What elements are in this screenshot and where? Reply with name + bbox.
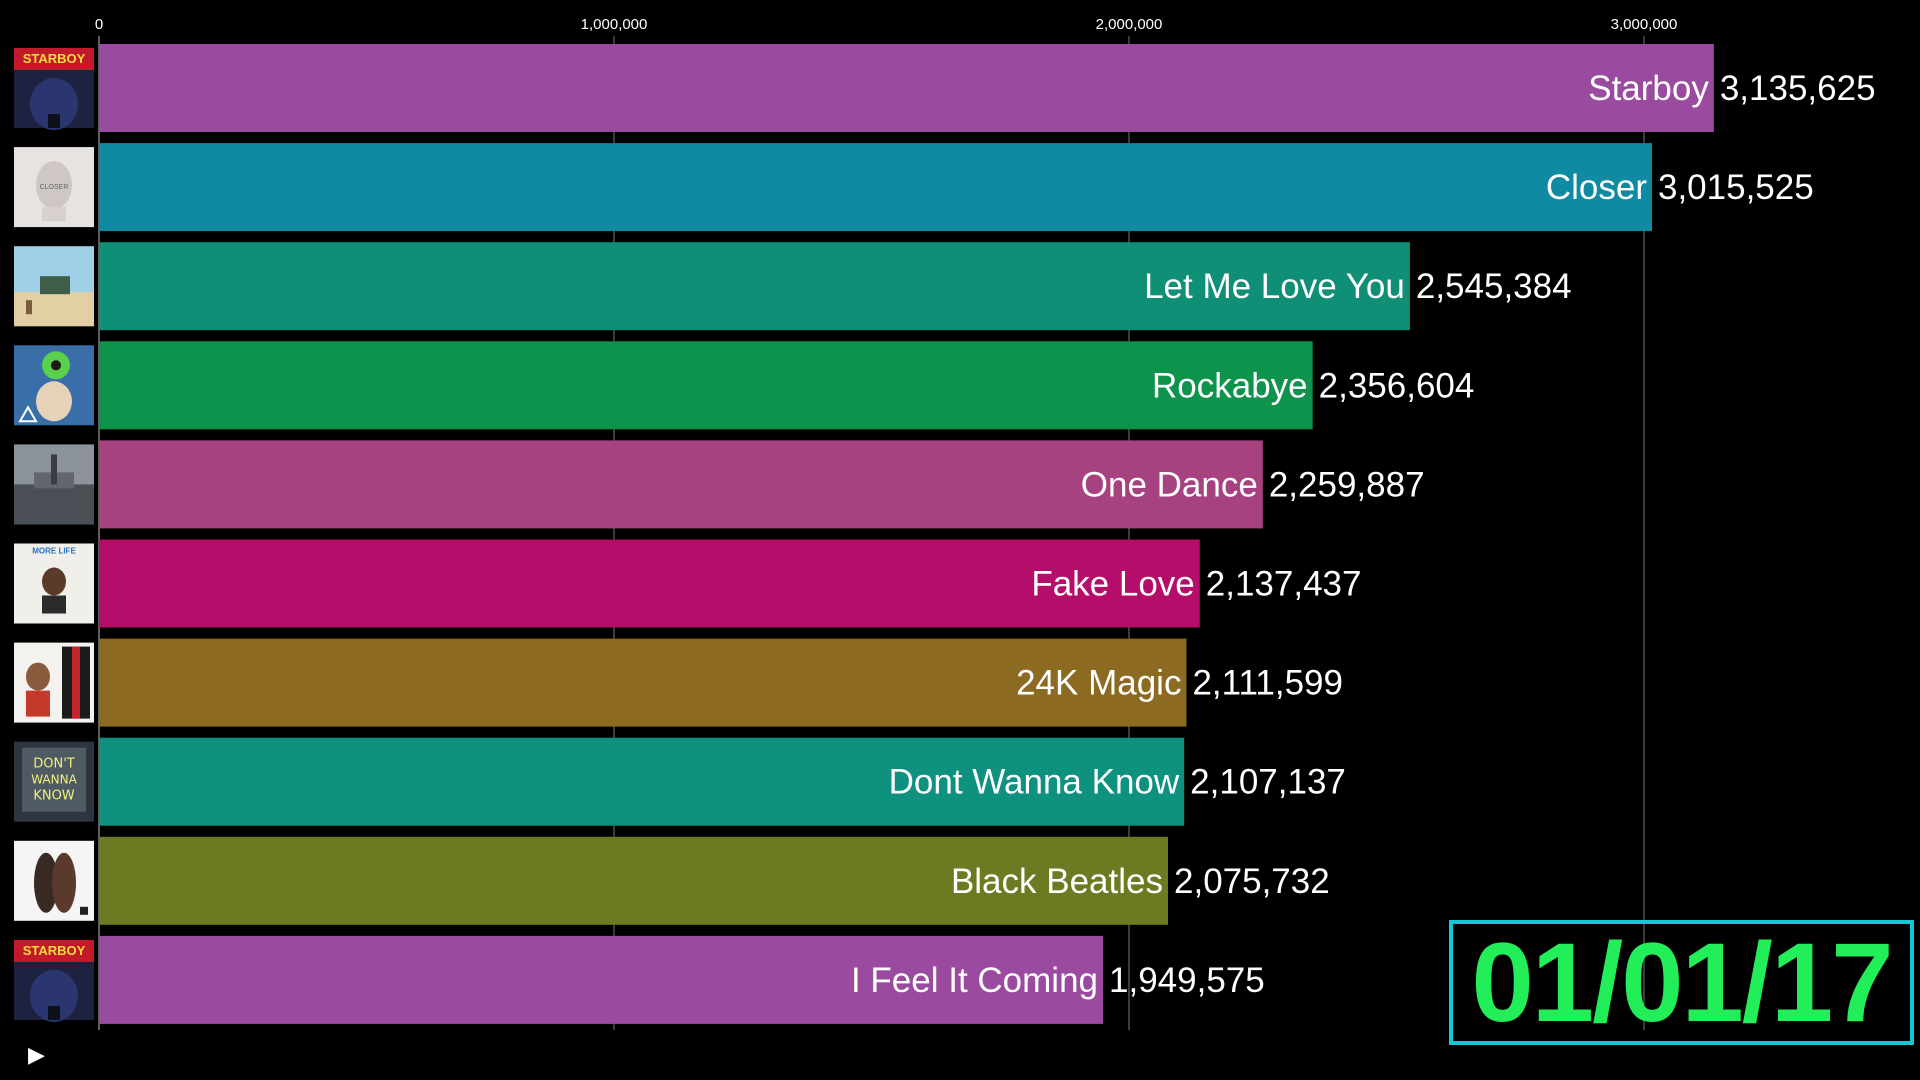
bar-name-label: I Feel It Coming (851, 961, 1098, 1000)
bar-2 (99, 143, 1652, 232)
bar-name-label: Dont Wanna Know (889, 763, 1180, 802)
album-cover-closer: CLOSER (14, 147, 94, 228)
bar-value-label: 2,111,599 (1192, 664, 1343, 703)
svg-text:STARBOY: STARBOY (23, 51, 86, 66)
bar-name-label: Rockabye (1152, 366, 1308, 405)
svg-text:STARBOY: STARBOY (23, 943, 86, 958)
svg-text:MORE LIFE: MORE LIFE (32, 547, 76, 556)
bar-1 (99, 44, 1714, 132)
bar-6 (99, 539, 1200, 628)
x-tick-label: 3,000,000 (1611, 16, 1678, 33)
bar-7 (99, 638, 1187, 727)
bar-5 (99, 440, 1263, 529)
play-button[interactable]: ▶ (28, 1044, 52, 1068)
album-cover-starboy: STARBOY (14, 48, 94, 130)
bar-name-label: Black Beatles (951, 862, 1163, 901)
x-axis-ticks: 0 1,000,000 2,000,000 3,000,000 (95, 16, 1678, 33)
bar-value-label: 2,075,732 (1174, 862, 1330, 901)
bar-value-label: 3,015,525 (1658, 168, 1814, 207)
bar-value-label: 2,259,887 (1269, 465, 1425, 504)
date-label: 01/01/17 (1471, 919, 1894, 1045)
album-cover-24k-magic (14, 642, 94, 723)
bar-value-label: 3,135,625 (1720, 69, 1876, 108)
album-cover-sremmlife (14, 840, 94, 921)
bar-value-label: 2,545,384 (1416, 267, 1572, 306)
bar-value-label: 2,137,437 (1206, 565, 1362, 604)
bar-name-label: One Dance (1081, 465, 1258, 504)
album-cover-starboy: STARBOY (14, 939, 94, 1022)
svg-text:DON'T: DON'T (33, 757, 75, 772)
svg-text:KNOW: KNOW (33, 789, 74, 804)
play-icon: ▶ (28, 1043, 45, 1068)
bar-labels: Starboy 3,135,625 Closer 3,015,525 Let Me Lo… (851, 69, 1876, 1000)
x-tick-label: 0 (95, 16, 103, 33)
album-cover-rockabye (14, 345, 94, 426)
bar-name-label: 24K Magic (1016, 664, 1181, 703)
bar-name-label: Let Me Love You (1144, 267, 1405, 306)
bar-10 (99, 935, 1104, 1024)
album-cover-encore (14, 246, 94, 327)
bar-9 (99, 836, 1169, 925)
bar-4 (99, 341, 1313, 430)
x-tick-label: 1,000,000 (581, 16, 648, 33)
date-display: 01/01/17 (1449, 920, 1914, 1045)
x-tick-label: 2,000,000 (1096, 16, 1163, 33)
bars (99, 44, 1714, 1024)
bar-value-label: 2,107,137 (1190, 763, 1346, 802)
album-cover-views (14, 444, 94, 525)
bar-value-label: 1,949,575 (1109, 961, 1265, 1000)
svg-text:WANNA: WANNA (31, 773, 77, 787)
bar-8 (99, 737, 1185, 826)
svg-text:CLOSER: CLOSER (40, 184, 69, 191)
bar-name-label: Fake Love (1031, 565, 1194, 604)
album-cover-more-life: MORE LIFE (14, 543, 94, 624)
bar-name-label: Starboy (1588, 69, 1709, 108)
bar-name-label: Closer (1546, 168, 1647, 207)
bar-3 (99, 242, 1410, 331)
bar-value-label: 2,356,604 (1319, 366, 1475, 405)
